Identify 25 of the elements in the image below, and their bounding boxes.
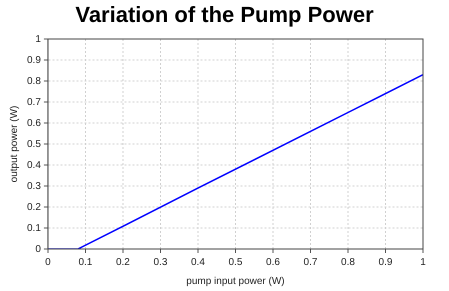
x-tick-label: 1	[420, 256, 426, 268]
x-tick-label: 0.4	[190, 256, 206, 268]
x-axis-title: pump input power (W)	[186, 276, 285, 287]
y-tick-label: 0.4	[26, 160, 42, 171]
x-tick-label: 0.6	[266, 256, 280, 268]
y-tick-label: 0.7	[26, 96, 42, 108]
y-tick-label: 0.6	[26, 118, 42, 129]
y-tick-label: 0.3	[26, 180, 42, 192]
x-tick-label: 0.9	[378, 256, 393, 268]
y-tick-label: 0	[35, 244, 42, 255]
y-axis-title: output power (W)	[8, 106, 20, 182]
x-tick-label: 0.3	[153, 256, 168, 268]
x-tick-label: 0.7	[304, 256, 318, 268]
x-tick-label: 0.5	[228, 256, 243, 268]
y-tick-label: 0.1	[26, 222, 42, 234]
x-tick-label: 0.2	[116, 256, 130, 268]
x-tick-label: 0.1	[78, 256, 93, 268]
x-tick-label: 0	[45, 256, 52, 268]
y-tick-label: 1	[35, 34, 42, 45]
y-tick-label: 0.5	[26, 138, 42, 150]
x-tick-label: 0.8	[341, 256, 356, 268]
y-tick-label: 0.2	[26, 202, 42, 213]
chart-title: Variation of the Pump Power	[74, 2, 375, 28]
y-tick-label: 0.9	[26, 54, 42, 66]
y-tick-label: 0.8	[26, 76, 42, 87]
